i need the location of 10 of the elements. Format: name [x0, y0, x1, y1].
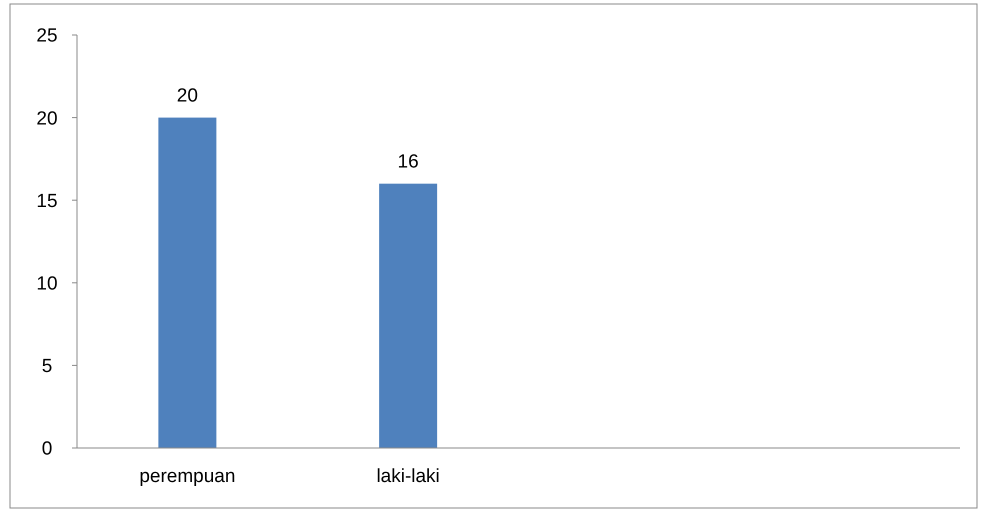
data-label: 20 — [176, 86, 198, 107]
y-tick-label: 20 — [36, 108, 58, 130]
y-tick-label: 0 — [42, 438, 52, 460]
x-tick-label: perempuan — [139, 466, 236, 487]
y-tick-label: 25 — [36, 26, 58, 47]
y-tick-label: 15 — [36, 190, 58, 212]
data-label: 16 — [398, 152, 419, 173]
y-tick-label: 10 — [36, 273, 58, 294]
x-tick-label: laki-laki — [376, 466, 440, 487]
y-tick-label: 5 — [42, 356, 52, 378]
